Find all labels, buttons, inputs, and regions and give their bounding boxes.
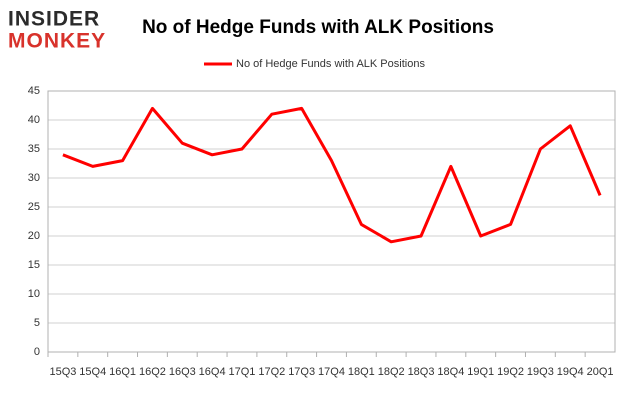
x-tick-label: 19Q2	[497, 366, 524, 378]
x-tick-label: 19Q1	[467, 366, 494, 378]
y-tick-label: 40	[28, 114, 40, 126]
x-tick-label: 16Q4	[199, 366, 226, 378]
x-tick-label: 17Q4	[318, 366, 345, 378]
plot-border	[47, 90, 616, 353]
x-tick-label: 20Q1	[587, 366, 614, 378]
x-tick-label: 18Q1	[348, 366, 375, 378]
data-line	[62, 106, 602, 244]
chart-title: No of Hedge Funds with ALK Positions	[142, 17, 494, 38]
y-tick-label: 45	[28, 85, 40, 97]
y-tick-label: 25	[28, 201, 40, 213]
x-tick-label: 17Q2	[258, 366, 285, 378]
y-tick-label: 30	[28, 172, 40, 184]
y-tick-label: 35	[28, 143, 40, 155]
x-tick-label: 15Q4	[79, 366, 106, 378]
x-tick-label: 17Q3	[288, 366, 315, 378]
y-tick-label: 20	[28, 230, 40, 242]
logo-bottom: MONKEY	[8, 30, 106, 53]
y-tick-label: 10	[28, 288, 40, 300]
x-tick-label: 16Q2	[139, 366, 166, 378]
x-tick-label: 15Q3	[49, 366, 76, 378]
x-tick-label: 16Q3	[169, 366, 196, 378]
x-tick-label: 16Q1	[109, 366, 136, 378]
y-tick-label: 0	[34, 346, 40, 358]
x-tick-label: 17Q1	[229, 366, 256, 378]
legend-label: No of Hedge Funds with ALK Positions	[236, 58, 425, 70]
logo-top: INSIDER	[8, 8, 100, 31]
y-tick-label: 15	[28, 259, 40, 271]
x-tick-label: 19Q3	[527, 366, 554, 378]
y-tick-label: 5	[34, 317, 40, 329]
x-tick-label: 18Q4	[437, 366, 464, 378]
x-tick-label: 18Q2	[378, 366, 405, 378]
x-tick-label: 19Q4	[557, 366, 584, 378]
x-tick-label: 18Q3	[408, 366, 435, 378]
